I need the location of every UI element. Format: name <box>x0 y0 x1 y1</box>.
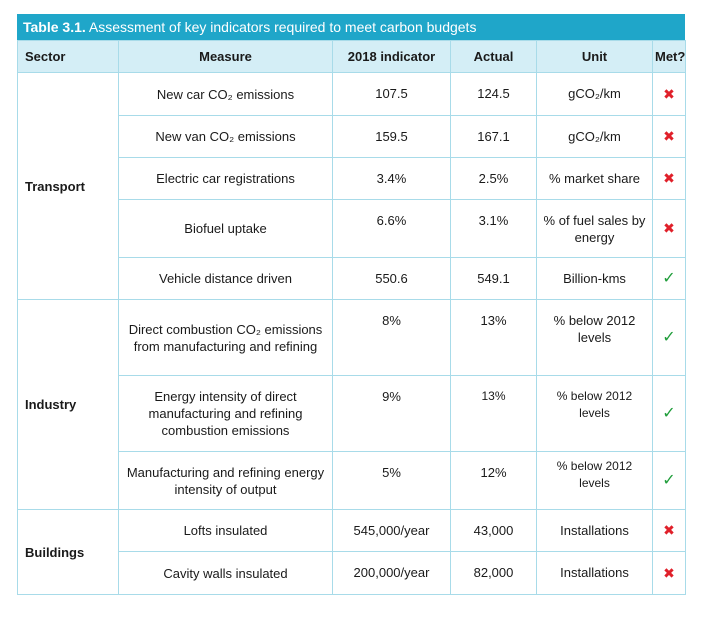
met-cell: ✖ <box>652 551 686 595</box>
indicator-cell: 550.6 <box>332 257 451 300</box>
indicator-cell: 9% <box>332 375 451 452</box>
measure-cell: Energy intensity of direct manufacturing… <box>118 375 333 452</box>
header-unit: Unit <box>536 40 653 73</box>
table-row: Buildings Lofts insulated 545,000/year 4… <box>17 509 686 595</box>
measure-cell: Manufacturing and refining energy intens… <box>118 451 333 510</box>
actual-cell: 12% <box>450 451 537 510</box>
actual-cell: 82,000 <box>450 551 537 595</box>
sector-industry: Industry <box>17 299 119 510</box>
indicator-cell: 3.4% <box>332 157 451 200</box>
table-row: Cavity walls insulated 200,000/year 82,0… <box>18 551 686 595</box>
unit-cell: % of fuel sales by energy <box>536 199 653 258</box>
header-row: Sector Measure 2018 indicator Actual Uni… <box>17 40 686 73</box>
unit-cell: % below 2012 levels <box>536 375 653 452</box>
measure-cell: Direct combustion CO₂ emissions from man… <box>118 299 333 376</box>
table-row: New van CO₂ emissions 159.5 167.1 gCO₂/k… <box>18 115 686 158</box>
measure-cell: Cavity walls insulated <box>118 551 333 595</box>
indicator-cell: 8% <box>332 299 451 376</box>
table-row: Transport New car CO₂ emissions 107.5 12… <box>17 72 686 300</box>
sector-transport: Transport <box>17 72 119 300</box>
unit-cell: Billion-kms <box>536 257 653 300</box>
actual-cell: 3.1% <box>450 199 537 258</box>
table-container: Table 3.1. Assessment of key indicators … <box>17 14 686 595</box>
measure-cell: Biofuel uptake <box>118 199 333 258</box>
met-cell: ✖ <box>652 115 686 158</box>
checkmark-icon: ✓ <box>662 472 676 489</box>
unit-cell: % market share <box>536 157 653 200</box>
checkmark-icon: ✓ <box>662 329 676 346</box>
header-met: Met? <box>652 40 686 73</box>
unit-cell: % below 2012 levels <box>536 299 653 376</box>
unit-cell: gCO₂/km <box>536 72 653 116</box>
met-cell: ✓ <box>652 375 686 452</box>
met-cell: ✖ <box>652 199 686 258</box>
measure-cell: Vehicle distance driven <box>118 257 333 300</box>
measure-cell: Lofts insulated <box>118 509 333 552</box>
actual-cell: 13% <box>450 375 537 452</box>
unit-cell: Installations <box>536 551 653 595</box>
checkmark-icon: ✓ <box>662 270 676 287</box>
met-cell: ✖ <box>652 157 686 200</box>
table-title-label: Table 3.1. <box>23 19 86 35</box>
header-measure: Measure <box>118 40 333 73</box>
header-actual: Actual <box>450 40 537 73</box>
table-row: Energy intensity of direct manufacturing… <box>18 375 686 452</box>
measure-cell: New van CO₂ emissions <box>118 115 333 158</box>
indicator-cell: 159.5 <box>332 115 451 158</box>
cross-icon: ✖ <box>663 564 675 581</box>
met-cell: ✓ <box>652 451 686 510</box>
met-cell: ✓ <box>652 257 686 300</box>
checkmark-icon: ✓ <box>662 405 676 422</box>
unit-cell: % below 2012 levels <box>536 451 653 510</box>
table-row: Vehicle distance driven 550.6 549.1 Bill… <box>18 257 686 300</box>
sector-buildings: Buildings <box>17 509 119 595</box>
actual-cell: 124.5 <box>450 72 537 116</box>
cross-icon: ✖ <box>663 220 675 236</box>
met-cell: ✓ <box>652 299 686 376</box>
measure-cell: New car CO₂ emissions <box>118 72 333 116</box>
met-cell: ✖ <box>652 509 686 552</box>
met-cell: ✖ <box>652 72 686 116</box>
unit-cell: Installations <box>536 509 653 552</box>
header-indicator: 2018 indicator <box>332 40 451 73</box>
indicator-cell: 107.5 <box>332 72 451 116</box>
cross-icon: ✖ <box>663 128 675 144</box>
actual-cell: 2.5% <box>450 157 537 200</box>
indicator-cell: 6.6% <box>332 199 451 258</box>
table-row: Biofuel uptake 6.6% 3.1% % of fuel sales… <box>18 199 686 258</box>
indicator-cell: 545,000/year <box>332 509 451 552</box>
indicator-cell: 5% <box>332 451 451 510</box>
table-title-text: Assessment of key indicators required to… <box>88 19 477 35</box>
cross-icon: ✖ <box>663 522 675 538</box>
cross-icon: ✖ <box>663 85 675 102</box>
table-row: Electric car registrations 3.4% 2.5% % m… <box>18 157 686 200</box>
header-sector: Sector <box>17 40 119 73</box>
table-row: Industry Direct combustion CO₂ emissions… <box>17 299 686 510</box>
cross-icon: ✖ <box>663 170 675 186</box>
actual-cell: 13% <box>450 299 537 376</box>
actual-cell: 549.1 <box>450 257 537 300</box>
actual-cell: 167.1 <box>450 115 537 158</box>
unit-cell: gCO₂/km <box>536 115 653 158</box>
indicator-cell: 200,000/year <box>332 551 451 595</box>
measure-cell: Electric car registrations <box>118 157 333 200</box>
table-row: Manufacturing and refining energy intens… <box>18 451 686 510</box>
actual-cell: 43,000 <box>450 509 537 552</box>
indicators-table: Sector Measure 2018 indicator Actual Uni… <box>17 40 686 595</box>
table-title: Table 3.1. Assessment of key indicators … <box>17 14 685 40</box>
